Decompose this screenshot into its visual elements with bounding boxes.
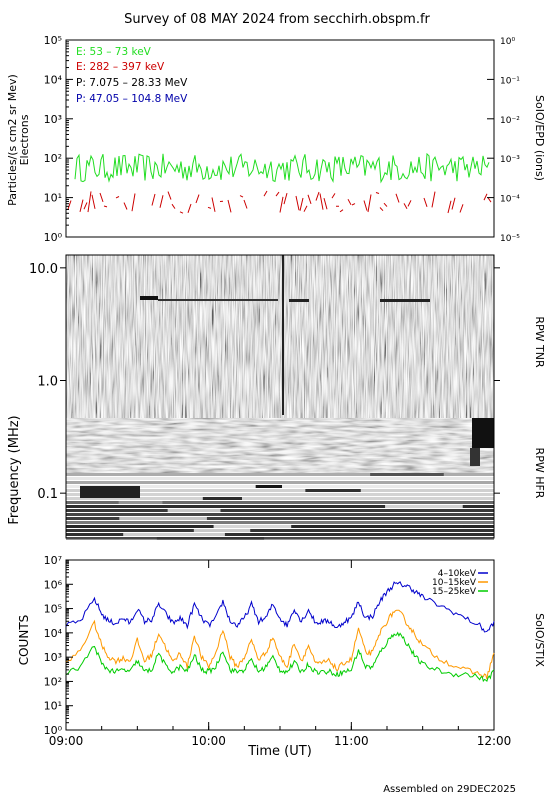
hfr-band [66,517,494,520]
hfr-band [66,497,494,500]
rpw-ytick-label: 1.0 [37,375,58,390]
epd-y2tick-label: 10⁻² [500,116,520,126]
hfr-band-segment [370,473,444,476]
stix-trace-1 [65,609,495,680]
epd-ytick-label: 10⁰ [44,231,63,244]
rpw-panel: 0.1 1.0 10.0 Frequency (MHz) RPW TNR RPW H… [7,254,546,540]
tnr-feature [289,299,309,302]
epd-e53-73-trace [74,152,490,184]
stix-xtick-label: 10:00 [191,734,226,748]
hfr-band [66,505,494,508]
hfr-band [66,489,494,492]
rpw-tnr-label: RPW TNR [533,316,546,368]
hfr-band-segment [213,525,292,528]
hfr-band-segment [255,485,283,488]
hfr-burst [472,418,494,448]
tnr-feature [380,299,430,302]
stix-ytick-label: 10³ [44,651,62,664]
rpw-hfr-label: RPW HFR [533,448,546,499]
hfr-band [66,533,494,536]
hfr-band-segment [123,533,225,536]
hfr-band [66,513,494,516]
hfr-band [66,493,494,496]
hfr-band [66,509,494,512]
hfr-band [66,477,494,480]
hfr-band-segment [385,505,463,508]
stix-ytick-label: 10² [44,675,62,688]
rpw-plot-frame [65,254,495,539]
stix-ytick-label: 10¹ [44,700,62,713]
legend-p-7-28: P: 7.075 – 28.33 MeV [76,77,188,89]
legend-4-10kev: 4–10keV [438,569,477,579]
legend-e-53-73: E: 53 – 73 keV [76,46,152,58]
epd-ytick-label: 10³ [44,113,62,126]
rpw-ylabel: Frequency (MHz) [7,415,22,524]
epd-legend: E: 53 – 73 keV E: 282 – 397 keV P: 7.075… [76,46,188,105]
legend-e-282-397: E: 282 – 397 keV [76,61,165,73]
stix-panel: 10⁰ 10¹ 10² 10³ 10⁴ 10⁵ 10⁶ 10⁷ 09:00 10:00 11:00… [17,554,546,759]
stix-xtick-label: 09:00 [49,734,84,748]
epd-ylabel-line2: Electrons [18,114,31,165]
hfr-band [66,529,494,532]
stix-ylabel: COUNTS [17,615,31,666]
stix-ytick-label: 10⁰ [44,724,63,737]
tnr-spectrogram [66,255,494,418]
stix-xlabel: Time (UT) [247,744,312,759]
hfr-band-segment [119,517,207,520]
tnr-feature [158,299,278,301]
hfr-band-segment [193,529,251,532]
epd-ytick-label: 10² [44,152,62,165]
stix-legend: 4–10keV 10–15keV 15–25keV [432,569,488,597]
epd-y2tick-label: 10⁰ [500,37,515,47]
stix-ytick-label: 10⁷ [44,554,62,567]
epd-ylabel-line1: Particles/(s cm2 sr Mev) [6,74,19,206]
stix-ytick-label: 10⁴ [44,627,63,640]
tnr-vertical-burst [282,255,284,415]
hfr-band-segment [118,501,163,504]
hfr-dark-patch [80,486,140,498]
hfr-band-segment [305,489,361,492]
epd-y2tick-label: 10⁻⁵ [500,234,520,244]
stix-plot-frame [65,559,495,731]
legend-10-15kev: 10–15keV [432,578,477,588]
epd-ytick-label: 10⁴ [44,73,63,86]
hfr-band-segment [202,497,242,500]
epd-plot-frame [65,39,495,238]
hfr-band-segment [167,509,221,512]
legend-p-47-104: P: 47.05 – 104.8 MeV [76,93,188,105]
chart-title: Survey of 08 MAY 2024 from secchirh.obsp… [124,12,430,27]
epd-y2label: SoIO/EPD (ions) [533,95,546,181]
legend-15-25kev: 15–25keV [432,587,477,597]
stix-xtick-label: 12:00 [477,734,512,748]
stix-trace-0 [65,581,495,633]
epd-e282-397-trace [67,190,492,214]
stix-y2label: SoIO/STIX [533,613,546,667]
hfr-burst [470,448,480,466]
hfr-spectrogram-upper [66,418,494,473]
assembled-footer: Assembled on 29DEC2025 [383,784,516,795]
epd-panel: 10⁰ 10¹ 10² 10³ 10⁴ 10⁵ 10⁻⁵ 10⁻⁴ 10⁻³ 10⁻² 10⁻¹ 1… [6,34,546,244]
tnr-feature [140,296,158,300]
stix-ytick-label: 10⁵ [44,603,62,616]
hfr-band [66,481,494,484]
rpw-ytick-label: 10.0 [29,262,58,277]
hfr-band [66,521,494,524]
stix-xtick-label: 11:00 [334,734,369,748]
hfr-band [66,501,494,504]
epd-y2tick-label: 10⁻³ [500,155,520,165]
epd-y2tick-label: 10⁻⁴ [500,195,520,205]
hfr-band [66,473,494,476]
stix-trace-2 [65,631,495,683]
rpw-ytick-label: 0.1 [37,487,58,502]
epd-ytick-label: 10¹ [44,192,62,205]
epd-ytick-label: 10⁵ [44,34,62,47]
epd-y2tick-label: 10⁻¹ [500,76,520,86]
stix-ytick-label: 10⁶ [44,578,63,591]
